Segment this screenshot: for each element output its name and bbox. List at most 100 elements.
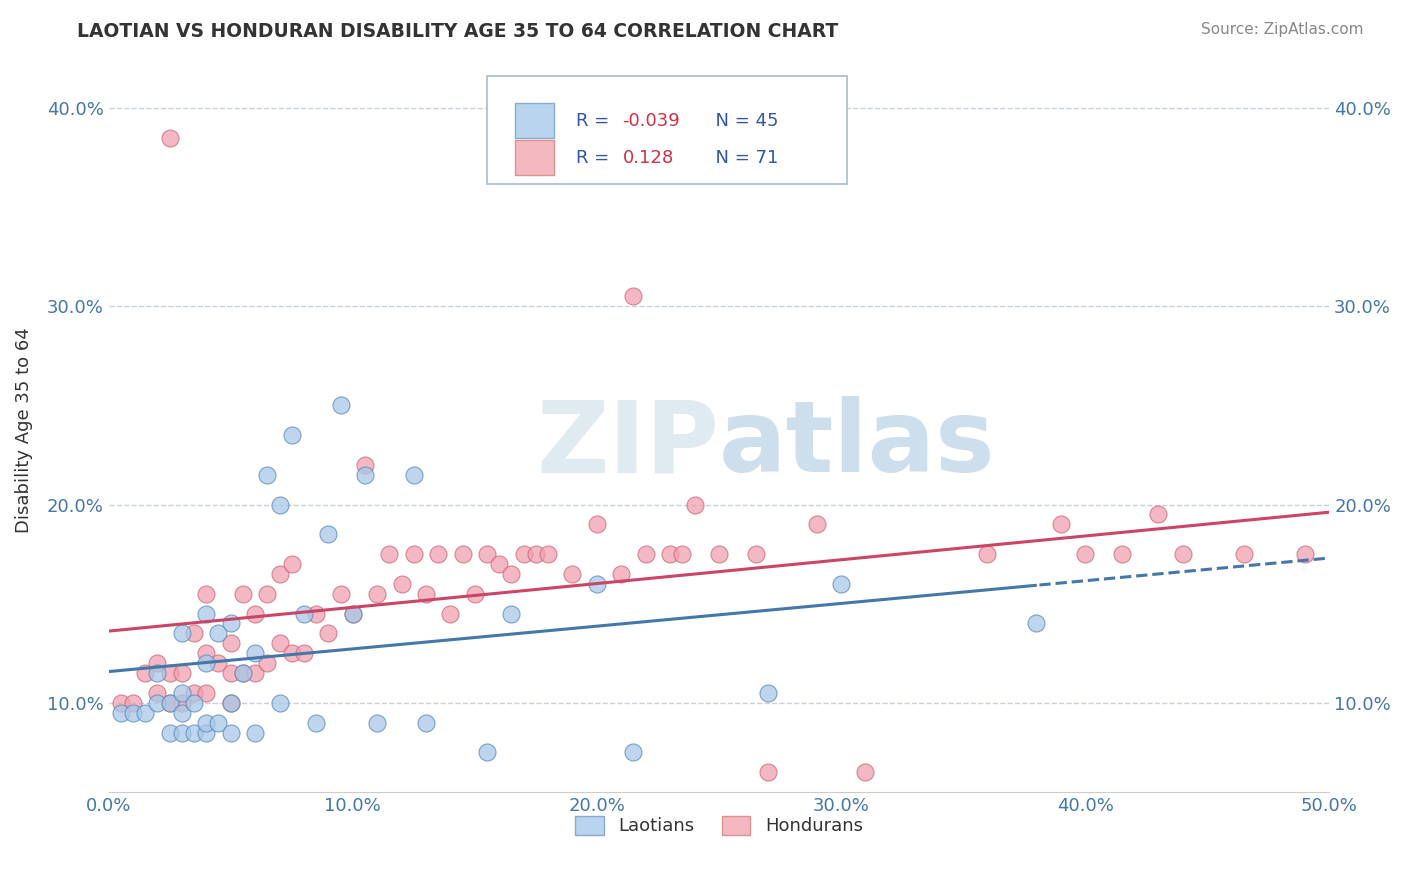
Point	[122, 696, 145, 710]
Point	[623, 289, 645, 303]
Text: Source: ZipAtlas.com: Source: ZipAtlas.com	[1201, 22, 1364, 37]
Point	[292, 607, 315, 621]
Point	[256, 656, 278, 670]
Point	[159, 696, 181, 710]
Point	[524, 547, 547, 561]
Point	[659, 547, 682, 561]
Point	[280, 557, 302, 571]
Point	[488, 557, 510, 571]
Point	[586, 517, 609, 532]
Point	[342, 607, 364, 621]
Point	[195, 607, 218, 621]
Point	[451, 547, 474, 561]
Point	[439, 607, 461, 621]
Point	[1233, 547, 1256, 561]
Point	[195, 686, 218, 700]
Point	[402, 467, 425, 482]
Point	[170, 666, 193, 681]
Point	[1049, 517, 1071, 532]
FancyBboxPatch shape	[515, 103, 554, 138]
Point	[280, 428, 302, 442]
Point	[756, 686, 779, 700]
Y-axis label: Disability Age 35 to 64: Disability Age 35 to 64	[15, 327, 32, 533]
Point	[159, 666, 181, 681]
Point	[243, 666, 266, 681]
Point	[415, 715, 437, 730]
Point	[207, 656, 229, 670]
Point	[378, 547, 401, 561]
Point	[269, 636, 291, 650]
Point	[146, 656, 169, 670]
Point	[1294, 547, 1316, 561]
Point	[110, 706, 132, 720]
Point	[269, 696, 291, 710]
Point	[134, 706, 156, 720]
Point	[318, 527, 340, 541]
Point	[146, 686, 169, 700]
Point	[269, 498, 291, 512]
Text: 0.128: 0.128	[623, 148, 673, 167]
Point	[219, 696, 242, 710]
Point	[219, 616, 242, 631]
Point	[707, 547, 730, 561]
Point	[475, 547, 498, 561]
Point	[402, 547, 425, 561]
Point	[329, 587, 352, 601]
Text: R =: R =	[576, 148, 621, 167]
Point	[744, 547, 766, 561]
Text: N = 45: N = 45	[704, 112, 779, 129]
Point	[586, 577, 609, 591]
Point	[170, 686, 193, 700]
Point	[256, 467, 278, 482]
Point	[610, 566, 633, 581]
Point	[243, 607, 266, 621]
Point	[195, 646, 218, 660]
Point	[269, 566, 291, 581]
Point	[280, 646, 302, 660]
Point	[855, 765, 877, 780]
Point	[195, 715, 218, 730]
Point	[219, 725, 242, 739]
Text: -0.039: -0.039	[623, 112, 681, 129]
Point	[183, 686, 205, 700]
Legend: Laotians, Hondurans: Laotians, Hondurans	[567, 806, 872, 845]
Point	[232, 666, 254, 681]
Point	[342, 607, 364, 621]
Point	[683, 498, 706, 512]
Point	[756, 765, 779, 780]
Point	[207, 715, 229, 730]
Point	[122, 706, 145, 720]
Point	[427, 547, 450, 561]
Point	[415, 587, 437, 601]
Point	[305, 715, 328, 730]
Point	[183, 725, 205, 739]
Point	[830, 577, 852, 591]
Text: atlas: atlas	[718, 396, 995, 493]
Point	[537, 547, 560, 561]
Text: R =: R =	[576, 112, 616, 129]
FancyBboxPatch shape	[486, 76, 846, 185]
Point	[1147, 508, 1170, 522]
Point	[366, 587, 388, 601]
Point	[464, 587, 486, 601]
Point	[159, 696, 181, 710]
Point	[110, 696, 132, 710]
Point	[671, 547, 693, 561]
Point	[256, 587, 278, 601]
Point	[623, 745, 645, 759]
Point	[219, 666, 242, 681]
Point	[976, 547, 998, 561]
Point	[219, 696, 242, 710]
Point	[232, 666, 254, 681]
Point	[806, 517, 828, 532]
Point	[561, 566, 583, 581]
Point	[207, 626, 229, 640]
Point	[391, 577, 413, 591]
Point	[1111, 547, 1133, 561]
Point	[243, 725, 266, 739]
Point	[170, 696, 193, 710]
Point	[292, 646, 315, 660]
FancyBboxPatch shape	[515, 140, 554, 175]
Point	[475, 745, 498, 759]
Point	[501, 566, 523, 581]
